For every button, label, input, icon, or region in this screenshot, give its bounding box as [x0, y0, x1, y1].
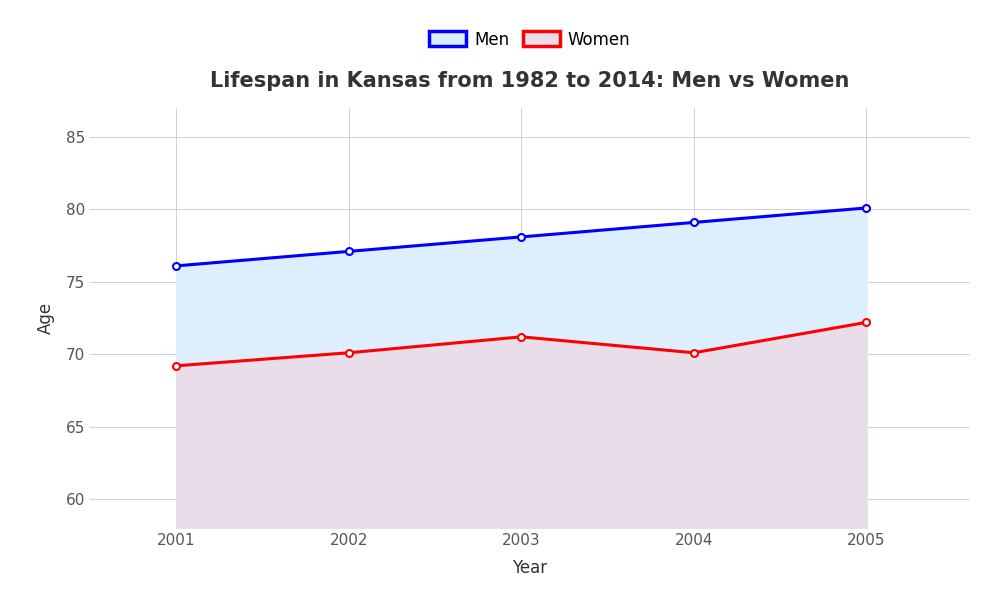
- Legend: Men, Women: Men, Women: [423, 24, 637, 55]
- Title: Lifespan in Kansas from 1982 to 2014: Men vs Women: Lifespan in Kansas from 1982 to 2014: Me…: [210, 71, 850, 91]
- Y-axis label: Age: Age: [37, 302, 55, 334]
- X-axis label: Year: Year: [512, 559, 548, 577]
